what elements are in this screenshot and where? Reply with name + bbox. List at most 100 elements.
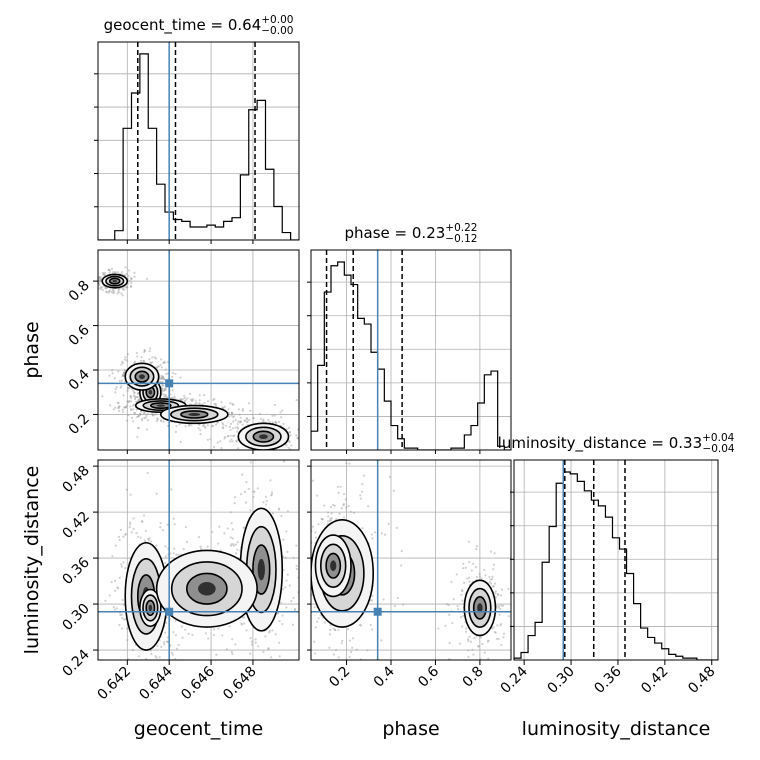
sample-point	[198, 394, 201, 397]
sample-point	[177, 643, 180, 647]
sample-point	[447, 603, 450, 607]
sample-point	[278, 674, 280, 676]
sample-point	[154, 357, 158, 360]
sample-point	[323, 621, 327, 624]
sample-point	[273, 403, 276, 407]
y-tick-label: 0.48	[59, 463, 92, 496]
sample-point	[292, 556, 295, 559]
sample-point	[239, 420, 242, 423]
sample-point	[101, 286, 104, 289]
sample-point	[181, 636, 184, 639]
sample-point	[300, 585, 302, 587]
sample-point	[122, 371, 126, 374]
sample-point	[373, 531, 377, 534]
sample-point	[304, 516, 306, 518]
sample-point	[262, 650, 265, 653]
sample-point	[130, 281, 133, 284]
sample-point	[157, 697, 159, 699]
sample-point	[243, 419, 246, 422]
sample-point	[166, 640, 169, 643]
sample-point	[371, 628, 374, 631]
sample-point	[274, 420, 277, 423]
sample-point	[127, 387, 130, 390]
sample-point	[326, 511, 330, 514]
sample-point	[135, 531, 138, 535]
sample-point	[235, 440, 238, 443]
sample-point	[173, 547, 176, 550]
sample-point	[154, 413, 157, 416]
sample-point	[307, 429, 309, 431]
sample-point	[300, 436, 302, 438]
sample-point	[138, 413, 142, 417]
sample-point	[489, 550, 493, 553]
sample-point	[159, 377, 162, 380]
sample-point	[475, 545, 478, 548]
sample-point	[223, 405, 226, 408]
sample-point	[355, 648, 358, 651]
sample-point	[228, 440, 231, 443]
sample-point	[308, 566, 310, 568]
sample-point	[122, 618, 125, 621]
sample-point	[511, 653, 513, 655]
sample-point	[139, 359, 143, 362]
sample-point	[163, 387, 166, 390]
sample-point	[491, 575, 494, 578]
y-tick-label: 0.2	[66, 411, 93, 438]
sample-point	[384, 533, 387, 536]
sample-point	[239, 493, 243, 496]
sample-point	[222, 407, 225, 410]
density-core	[156, 404, 166, 407]
sample-point	[164, 393, 167, 396]
sample-point	[241, 623, 244, 626]
sample-point	[248, 652, 252, 655]
sample-point	[148, 347, 152, 350]
sample-point	[95, 606, 97, 608]
density-core	[257, 558, 265, 581]
sample-point	[282, 538, 285, 541]
sample-point	[151, 361, 154, 364]
sample-point	[307, 540, 309, 542]
sample-point	[230, 522, 233, 525]
sample-point	[307, 442, 309, 444]
sample-point	[136, 535, 140, 538]
sample-point	[369, 623, 372, 626]
sample-point	[370, 594, 374, 598]
sample-point	[340, 507, 343, 510]
sample-point	[314, 531, 317, 534]
sample-point	[144, 672, 146, 674]
sample-point	[308, 589, 310, 591]
sample-point	[161, 529, 164, 532]
x-axis-label: luminosity_distance	[522, 718, 711, 740]
sample-point	[93, 271, 95, 273]
sample-point	[250, 640, 254, 643]
sample-point	[233, 502, 236, 505]
sample-point	[117, 291, 120, 294]
sample-point	[129, 284, 133, 287]
sample-point	[500, 622, 503, 626]
sample-point	[477, 645, 480, 648]
sample-point	[231, 528, 235, 531]
sample-point	[135, 400, 138, 403]
sample-point	[270, 494, 273, 497]
sample-point	[287, 571, 289, 573]
hist-panel-phase: phase = 0.23+0.22−0.12	[307, 222, 511, 450]
sample-point	[241, 409, 244, 412]
sample-point	[380, 639, 383, 642]
sample-point	[126, 709, 128, 711]
sample-point	[477, 645, 480, 648]
sample-point	[281, 614, 284, 617]
sample-point	[262, 418, 265, 421]
y-axis-label: phase	[21, 321, 43, 378]
sample-point	[237, 408, 241, 411]
sample-point	[232, 420, 235, 423]
sample-point	[114, 271, 117, 274]
sample-point	[160, 377, 163, 380]
sample-point	[93, 293, 95, 295]
sample-point	[124, 405, 128, 409]
sample-point	[333, 504, 336, 507]
sample-point	[288, 453, 290, 455]
sample-point	[127, 274, 130, 277]
sample-point	[220, 401, 223, 404]
sample-point	[345, 506, 348, 509]
sample-point	[486, 640, 490, 643]
